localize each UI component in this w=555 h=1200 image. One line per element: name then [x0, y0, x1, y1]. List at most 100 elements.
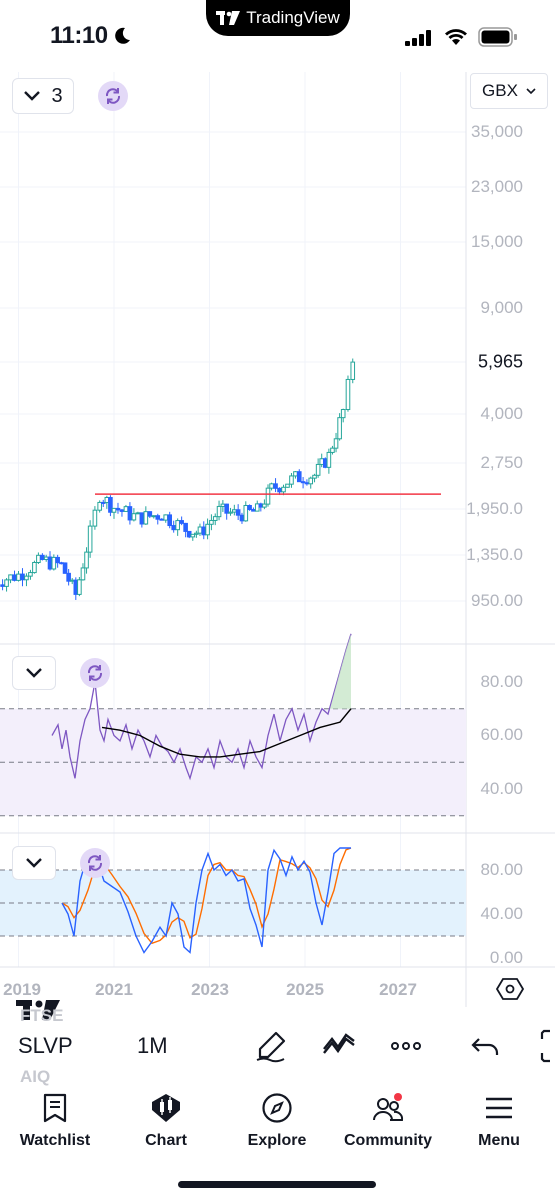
previous-symbol[interactable]: FTSE — [20, 1006, 64, 1025]
candle-body — [308, 477, 314, 485]
nav-explore[interactable]: Explore — [222, 1092, 332, 1150]
candle-body — [258, 503, 264, 508]
candle-body — [20, 573, 25, 581]
more-dots-icon[interactable] — [389, 1029, 423, 1063]
candle-body — [345, 378, 351, 411]
candle-body — [80, 567, 86, 581]
candle-body — [16, 573, 21, 581]
candle-body — [147, 511, 153, 517]
moon-icon — [115, 27, 130, 44]
wifi-icon — [445, 29, 467, 45]
candle-body — [273, 483, 278, 489]
time-tick: 2019 — [3, 980, 41, 999]
chart-settings-hexagon-icon[interactable] — [496, 977, 524, 1001]
chart-canvas[interactable] — [0, 72, 555, 1007]
candle-body — [319, 458, 325, 465]
candle-body — [251, 509, 256, 512]
rsi-collapse-button[interactable] — [12, 656, 56, 690]
fullscreen-icon[interactable] — [536, 1029, 555, 1063]
candle-body — [119, 509, 125, 512]
bottom-navigation: Watchlist Chart Explore Community Me — [0, 1086, 555, 1200]
island-app-name: TradingView — [246, 8, 340, 27]
time-tick: 2025 — [286, 980, 324, 999]
symbol-button[interactable]: SLVP — [18, 1033, 73, 1058]
price-tick: 35,000 — [471, 122, 523, 141]
candle-body — [205, 523, 210, 536]
time-tick: 2023 — [191, 980, 229, 999]
candle-body — [87, 525, 93, 553]
interval-button[interactable]: 1M — [137, 1033, 168, 1058]
candle-body — [159, 518, 165, 521]
candle-body — [326, 451, 332, 468]
next-symbol[interactable]: AIQ — [20, 1067, 51, 1086]
sync-main-button[interactable] — [98, 81, 128, 111]
candle-body — [293, 471, 298, 477]
chart-area[interactable]: 3 GBX — [0, 72, 555, 1020]
candle-body — [312, 474, 317, 479]
current-price-label: 5,965 — [477, 351, 523, 372]
candle-body — [139, 512, 145, 525]
candle-body — [24, 575, 29, 581]
indicators-wave-icon[interactable] — [322, 1029, 356, 1063]
candle-body — [194, 532, 199, 535]
candle-body — [100, 501, 106, 504]
stoch-collapse-button[interactable] — [12, 846, 56, 880]
sync-icon — [87, 855, 103, 871]
rsi-overbought-fill — [330, 633, 351, 709]
sync-icon — [105, 88, 121, 104]
nav-community[interactable]: Community — [333, 1092, 443, 1150]
nav-watchlist[interactable]: Watchlist — [0, 1092, 110, 1150]
candle-body — [43, 556, 49, 560]
time-tick: 2021 — [95, 980, 133, 999]
price-tick: 2,750 — [480, 453, 523, 472]
price-tick: 1,950.0 — [466, 499, 523, 518]
rsi-ma-line — [101, 708, 352, 758]
tradingview-watermark-icon — [16, 1000, 60, 1020]
draw-pen-icon[interactable] — [254, 1029, 288, 1063]
candle-body — [12, 574, 17, 581]
candle-body — [97, 501, 102, 511]
candle-body — [8, 574, 13, 581]
candle-body — [289, 475, 294, 485]
candle-body — [296, 471, 302, 483]
candle-body — [104, 496, 110, 503]
stoch-tick: 0.00 — [489, 948, 523, 967]
undo-icon[interactable] — [469, 1029, 503, 1063]
sync-stoch-button[interactable] — [80, 848, 110, 878]
candle-body — [330, 447, 335, 453]
candle-body — [163, 514, 169, 521]
stoch-d-line — [61, 847, 352, 945]
status-time: 11:10 — [50, 22, 108, 49]
menu-icon — [486, 1097, 512, 1119]
candle-body — [0, 584, 5, 587]
candle-body — [277, 487, 282, 493]
sync-icon — [87, 665, 103, 681]
candle-body — [55, 556, 60, 564]
battery-icon — [478, 27, 517, 47]
sync-rsi-button[interactable] — [80, 658, 110, 688]
candle-body — [232, 509, 237, 513]
chevron-down-icon — [526, 87, 536, 94]
candle-body — [73, 579, 79, 595]
indicator-collapse-button[interactable]: 3 — [12, 78, 74, 114]
tradingview-logo-icon — [216, 11, 241, 25]
nav-chart[interactable]: Chart — [111, 1092, 221, 1150]
currency-selector[interactable]: GBX — [470, 73, 548, 109]
indicator-count: 3 — [51, 84, 63, 107]
candle-body — [135, 512, 141, 515]
candle-body — [59, 562, 64, 565]
stoch-k-line — [61, 847, 351, 954]
candle-body — [224, 503, 229, 514]
nav-menu[interactable]: Menu — [444, 1092, 554, 1150]
candle-body — [155, 515, 161, 520]
candle-body — [77, 579, 82, 595]
chart-icon — [152, 1094, 180, 1122]
candle-body — [212, 516, 218, 521]
candle-body — [315, 463, 321, 476]
nav-label: Chart — [145, 1132, 187, 1149]
candle-body — [235, 509, 241, 516]
nav-label: Explore — [247, 1132, 307, 1149]
rsi-tick: 60.00 — [480, 725, 523, 744]
candle-body — [47, 556, 53, 570]
candle-body — [322, 458, 328, 468]
